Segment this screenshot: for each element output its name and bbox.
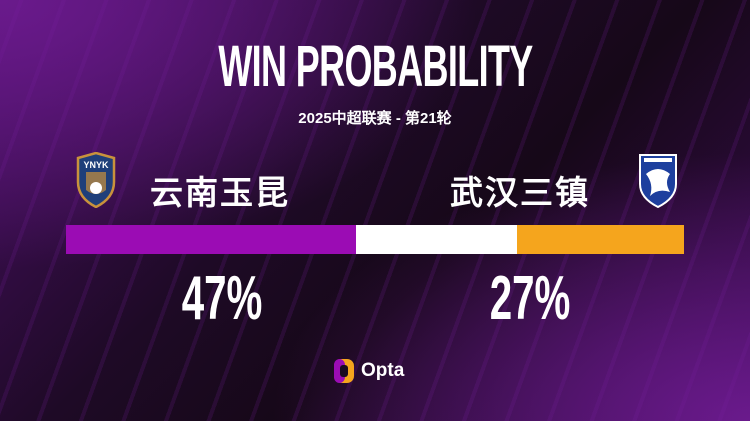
wuhan-three-towns-crest-icon xyxy=(639,154,677,208)
bar-segment-draw xyxy=(356,225,518,254)
opta-logo: Opta xyxy=(333,358,404,384)
bar-segment-home-win xyxy=(66,225,357,254)
opta-logo-icon xyxy=(334,359,354,383)
subtitle: 2025中超联赛 - 第21轮 xyxy=(298,110,452,127)
probability-bar xyxy=(66,225,684,254)
opta-brand-text: Opta xyxy=(361,360,405,381)
away-win-percentage: 27% xyxy=(489,264,571,333)
svg-text:YNYK: YNYK xyxy=(83,160,109,170)
home-win-percentage: 47% xyxy=(181,264,263,333)
home-team-name: 云南玉昆 xyxy=(150,174,290,211)
yunnan-yukun-crest-icon: YNYK xyxy=(76,152,116,208)
bar-segment-away-win xyxy=(517,225,684,254)
away-team-name: 武汉三镇 xyxy=(450,174,590,211)
page-title: WIN PROBABILITY xyxy=(217,34,533,99)
